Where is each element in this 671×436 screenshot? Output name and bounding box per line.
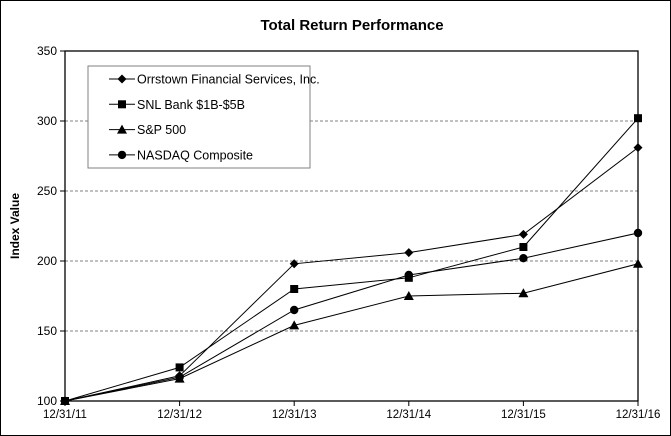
x-tick-label: 12/31/11 [43,409,87,421]
data-point-diamond [404,248,414,258]
data-point-triangle [633,258,643,268]
legend-box [87,65,311,169]
data-point-square [634,114,642,123]
data-point-square [290,285,299,293]
legend: Orrstown Financial Services, Inc. SNL Ban… [87,65,320,169]
y-tick-label: 350 [37,44,57,58]
series-line [64,147,639,402]
data-point-triangle [289,320,300,330]
data-point-circle [633,228,643,238]
legend-label: S&P 500 [137,123,186,137]
legend-label: NASDAQ Composite [137,148,253,162]
data-point-square [519,243,528,251]
data-point-circle [519,254,528,263]
y-tick-label: 100 [37,394,57,408]
series-line [64,263,639,402]
x-tick-label: 12/31/12 [157,409,202,421]
x-tick-label: 12/31/16 [616,409,661,421]
data-point-circle [404,270,413,280]
legend-marker-circle [117,150,127,160]
x-tick-label: 12/31/14 [386,409,431,421]
data-point-diamond [289,259,299,269]
data-point-diamond [633,143,643,153]
legend-item: SNL Bank $1B-$5B [109,98,245,112]
legend-item: S&P 500 [109,123,186,137]
series-line [64,232,639,402]
x-tick-label: 12/31/13 [272,409,317,421]
y-tick-label: 300 [37,114,57,128]
y-tick-label: 150 [37,324,57,338]
legend-marker-diamond [117,74,127,84]
series-line [64,117,639,402]
series-circle [60,228,643,406]
data-point-circle [290,305,299,315]
data-point-triangle [518,288,529,298]
data-point-square [175,363,184,372]
chart-title: Total Return Performance [260,17,443,34]
data-point-triangle [403,291,414,300]
plot-area [64,50,639,402]
legend-marker-square [118,100,126,109]
data-point-circle [60,396,70,406]
data-point-circle [175,373,184,382]
legend-label: Orrstown Financial Services, Inc. [137,73,320,87]
legend-item: NASDAQ Composite [109,148,253,162]
y-tick-label: 250 [37,184,57,198]
data-point-diamond [518,229,528,239]
x-tick-label: 12/31/15 [501,409,546,421]
y-axis-label: Index Value [8,193,22,259]
legend-label: SNL Bank $1B-$5B [137,98,245,112]
legend-marker-triangle [117,124,127,134]
series-diamond [60,143,643,406]
y-tick-label: 200 [37,254,57,268]
legend-item: Orrstown Financial Services, Inc. [109,73,320,87]
